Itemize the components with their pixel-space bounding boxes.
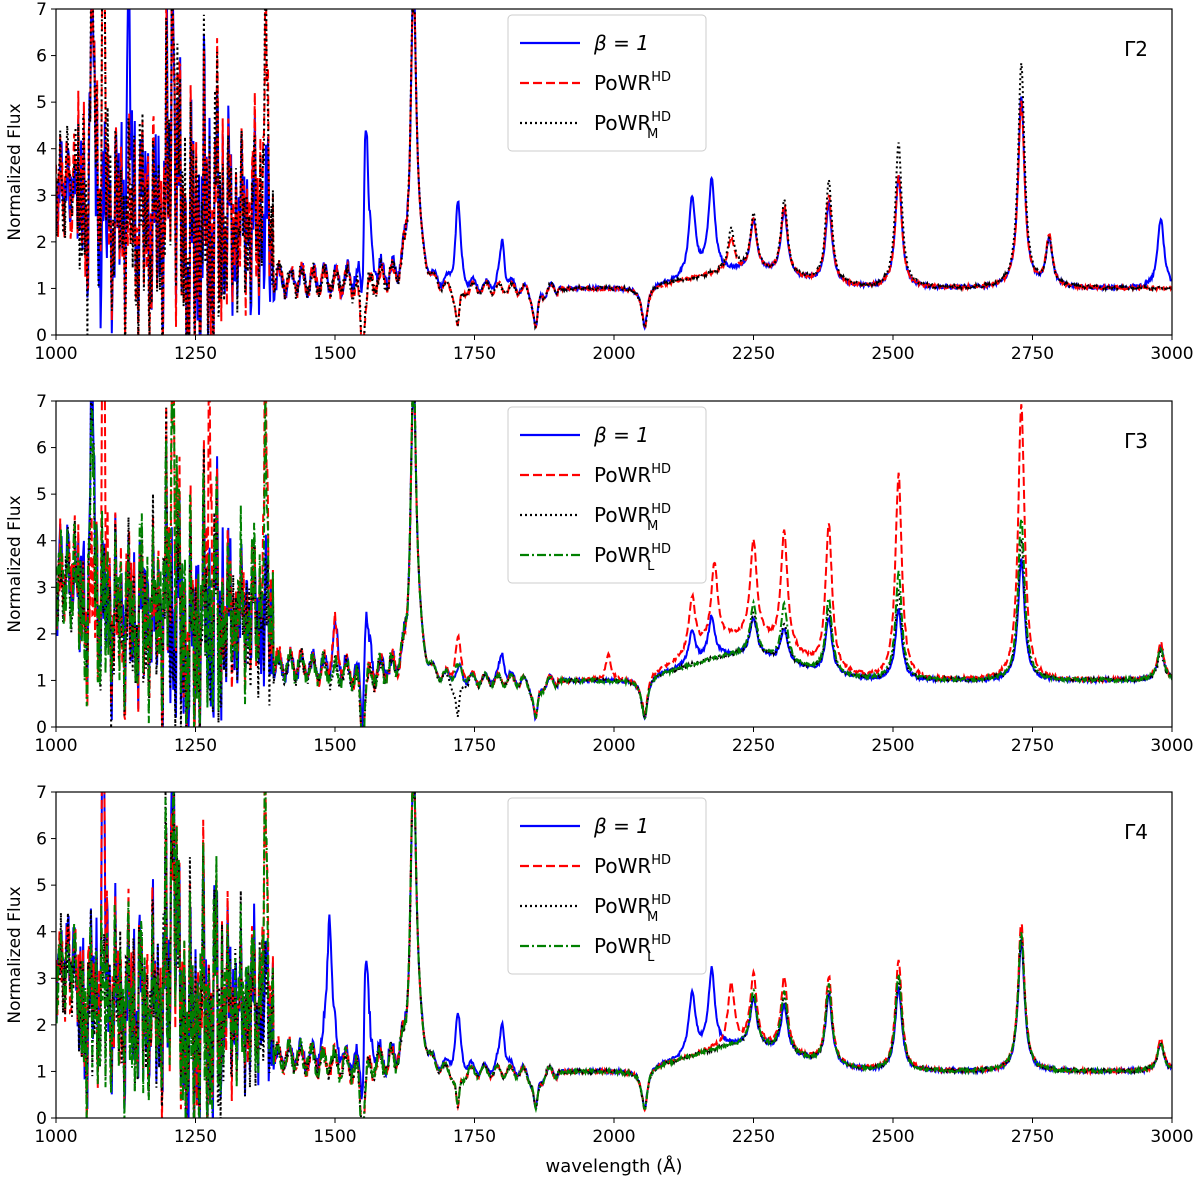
y-tick-label: 2	[36, 233, 47, 253]
x-tick-label: 1500	[313, 1127, 356, 1147]
x-tick-label: 2750	[1011, 1127, 1054, 1147]
y-tick-label: 7	[36, 783, 47, 803]
panel-label: Γ4	[1124, 820, 1148, 844]
x-tick-label: 1750	[453, 1127, 496, 1147]
y-tick-label: 3	[36, 578, 47, 598]
legend-entry: PoWRHD L	[594, 542, 671, 574]
y-tick-label: 4	[36, 923, 47, 943]
x-tick-label: 1750	[453, 736, 496, 756]
x-tick-label: 3000	[1150, 1127, 1193, 1147]
x-tick-label: 3000	[1150, 344, 1193, 364]
legend-entry: PoWRHD	[594, 853, 671, 878]
x-tick-label: 2500	[871, 1127, 914, 1147]
y-tick-label: 0	[36, 326, 47, 346]
x-tick-label: 2000	[592, 1127, 635, 1147]
x-tick-label: 1500	[313, 736, 356, 756]
x-tick-label: 1500	[313, 344, 356, 364]
series-line-m	[56, 792, 1172, 1118]
x-tick-label: 2000	[592, 344, 635, 364]
x-axis-label: wavelength (Å)	[546, 1155, 683, 1177]
legend-entry: PoWRHD	[594, 70, 671, 95]
panel-label: Γ2	[1124, 37, 1148, 61]
series-line-hd	[56, 401, 1172, 727]
legend-entry: β = 1	[593, 423, 649, 447]
legend-entry: β = 1	[593, 814, 649, 838]
x-tick-label: 2750	[1011, 736, 1054, 756]
legend: β = 1 PoWRHD PoWRHD M PoWRHD L	[507, 406, 707, 584]
x-tick-label: 3000	[1150, 736, 1193, 756]
y-tick-label: 2	[36, 1016, 47, 1036]
chart-panel-3: 1000 1250 1500 1750 2000 2250 2500 2750 3000 0 1 2 3…	[5, 783, 1194, 1177]
y-tick-label: 4	[36, 532, 47, 552]
y-tick-label: 0	[36, 1109, 47, 1129]
legend-entry: PoWRHD	[594, 462, 671, 487]
chart-panel-2: 1000 1250 1500 1750 2000 2250 2500 2750 3000 0 1 2 3…	[5, 392, 1194, 756]
y-tick-label: 6	[36, 47, 47, 67]
x-tick-label: 1000	[34, 1127, 77, 1147]
legend: β = 1 PoWRHD PoWRHD M	[507, 14, 707, 152]
legend-entry: β = 1	[593, 31, 649, 55]
legend-box	[507, 14, 707, 152]
legend-box	[507, 797, 707, 975]
y-tick-label: 5	[36, 93, 47, 113]
chart-panel-1: 1000 1250 1500 1750 2000 2250 2500 2750 3000 0 1 2 3…	[5, 0, 1194, 364]
x-tick-label: 1250	[174, 736, 217, 756]
x-tick-label: 2250	[732, 1127, 775, 1147]
y-tick-label: 7	[36, 0, 47, 20]
x-tick-label: 2500	[871, 736, 914, 756]
x-tick-label: 1250	[174, 1127, 217, 1147]
y-tick-label: 5	[36, 485, 47, 505]
y-axis-label: Normalized Flux	[5, 103, 25, 240]
y-tick-label: 0	[36, 718, 47, 738]
legend-entry: PoWRHD M	[594, 502, 671, 534]
y-tick-label: 1	[36, 279, 47, 299]
x-tick-label: 2250	[732, 736, 775, 756]
legend-box	[507, 406, 707, 584]
x-tick-label: 1000	[34, 344, 77, 364]
y-tick-label: 5	[36, 876, 47, 896]
y-tick-label: 7	[36, 392, 47, 412]
y-tick-label: 1	[36, 671, 47, 691]
y-tick-label: 1	[36, 1062, 47, 1082]
legend-entry: PoWRHD L	[594, 933, 671, 965]
y-axis-label: Normalized Flux	[5, 886, 25, 1023]
series-line-l	[56, 401, 1172, 727]
x-tick-label: 2250	[732, 344, 775, 364]
x-tick-label: 1750	[453, 344, 496, 364]
x-tick-label: 2500	[871, 344, 914, 364]
legend-entry: PoWRHD M	[594, 893, 671, 925]
y-tick-label: 4	[36, 140, 47, 160]
y-tick-label: 3	[36, 969, 47, 989]
x-tick-label: 1000	[34, 736, 77, 756]
x-tick-label: 1250	[174, 344, 217, 364]
y-tick-label: 3	[36, 186, 47, 206]
legend-entry: PoWRHD M	[594, 110, 671, 142]
panel-label: Γ3	[1124, 429, 1148, 453]
y-tick-label: 6	[36, 439, 47, 459]
y-tick-label: 6	[36, 830, 47, 850]
x-tick-label: 2000	[592, 736, 635, 756]
y-tick-label: 2	[36, 625, 47, 645]
x-tick-label: 2750	[1011, 344, 1054, 364]
y-axis-label: Normalized Flux	[5, 495, 25, 632]
legend: β = 1 PoWRHD PoWRHD M PoWRHD L	[507, 797, 707, 975]
